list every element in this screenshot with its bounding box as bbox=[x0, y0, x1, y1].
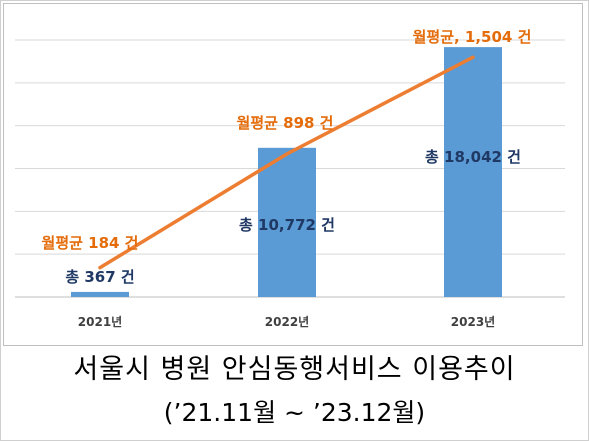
bar-2023년 bbox=[444, 47, 502, 297]
line-data-label: 월평균 898 건 bbox=[237, 114, 334, 132]
x-tick-label: 2023년 bbox=[451, 315, 495, 329]
x-tick-label: 2022년 bbox=[265, 315, 309, 329]
line-data-label: 월평균, 1,504 건 bbox=[413, 28, 532, 46]
x-tick-label: 2021년 bbox=[78, 315, 122, 329]
bar-data-label: 총 18,042 건 bbox=[425, 148, 521, 166]
chart-subtitle: (’21.11월 ~ ’23.12월) bbox=[163, 398, 426, 427]
line-data-label: 월평균 184 건 bbox=[42, 234, 139, 252]
bar-2021년 bbox=[71, 291, 129, 297]
monthly-average-line bbox=[98, 55, 475, 270]
chart-title: 서울시 병원 안심동행서비스 이용추이 bbox=[73, 354, 516, 385]
bar-data-label: 총 10,772 건 bbox=[239, 216, 335, 234]
bar-data-label: 총 367 건 bbox=[65, 268, 134, 286]
bar-2022년 bbox=[258, 147, 316, 297]
usage-trend-chart: 2021년 2022년 2023년 총 367 건 총 10,772 건 총 18,042… bbox=[15, 28, 565, 329]
